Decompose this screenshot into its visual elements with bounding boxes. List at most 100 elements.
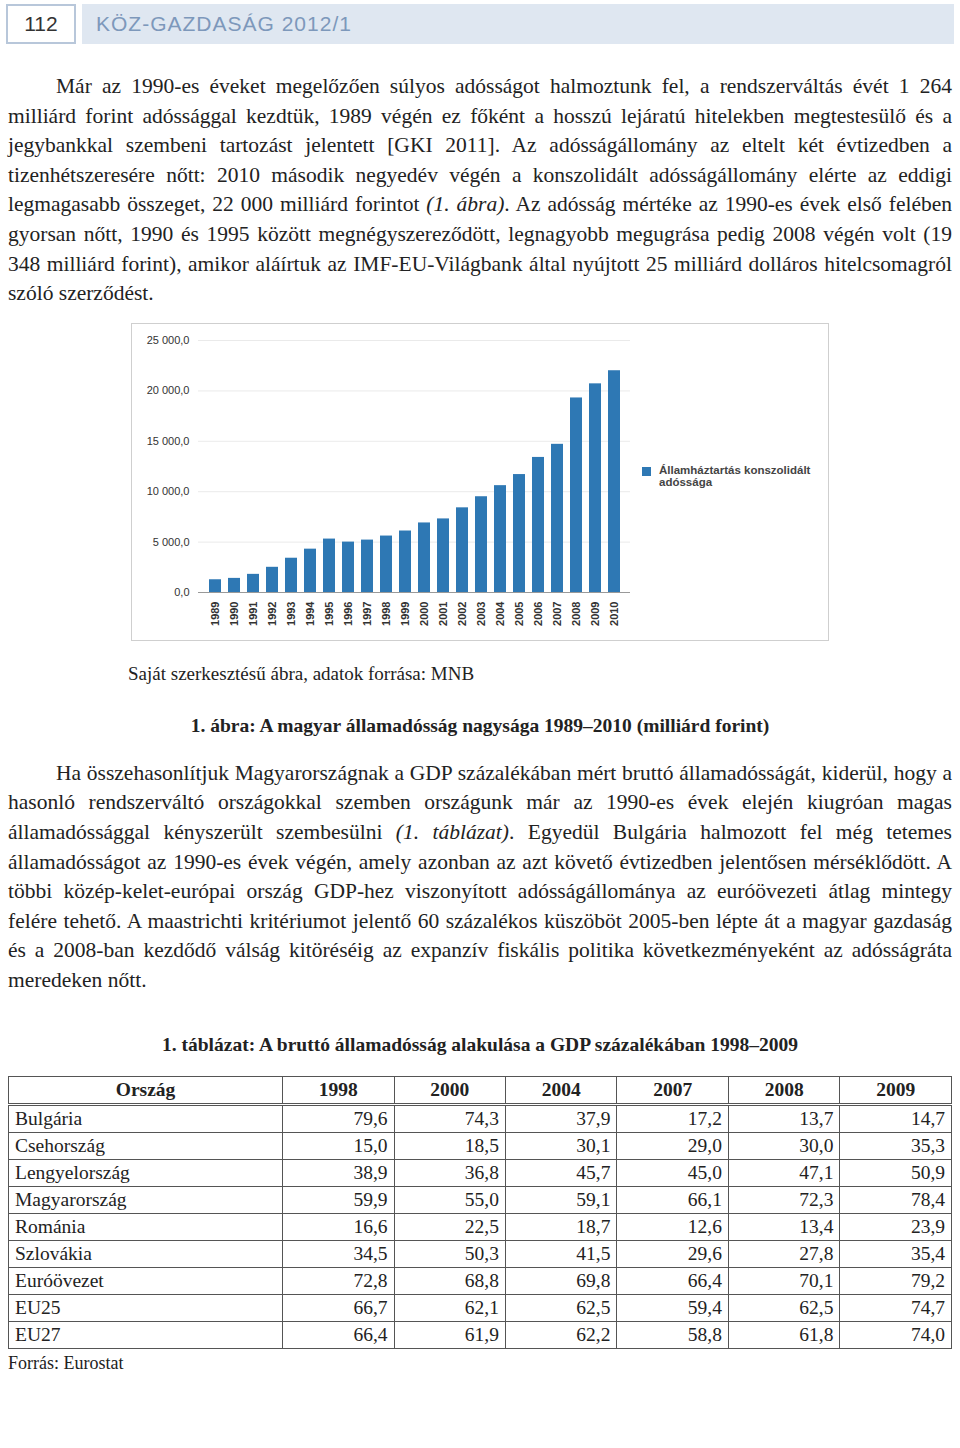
html-text:Szlovákia: Szlovákia — [15, 1242, 92, 1264]
svg-text:1995: 1995 — [323, 601, 335, 625]
svg-text:1991: 1991 — [247, 601, 259, 625]
svg-text:25 000,0: 25 000,0 — [147, 334, 190, 346]
svg-text:2010: 2010 — [608, 601, 620, 625]
html-text:16,6: 16,6 — [353, 1215, 388, 1237]
html-text:22,5: 22,5 — [464, 1215, 499, 1237]
html-text:23,9: 23,9 — [910, 1215, 945, 1237]
html-text:Lengyelország: Lengyelország — [15, 1161, 130, 1183]
html-text:36,8: 36,8 — [464, 1161, 499, 1183]
html-text:KÖZ-GAZDASÁG 2012/1: KÖZ-GAZDASÁG 2012/1 — [96, 12, 352, 35]
svg-text:2004: 2004 — [494, 600, 506, 625]
svg-text:2001: 2001 — [437, 601, 449, 625]
html-text:15,0: 15,0 — [353, 1134, 388, 1156]
svg-text:2009: 2009 — [589, 601, 601, 625]
svg-text:1999: 1999 — [399, 601, 411, 625]
html-text:Már az 1990-es éveket megelőző: Már az 1990-es éveket megelőzően súlyos … — [8, 74, 952, 306]
html-text:38,9: 38,9 — [353, 1161, 388, 1183]
svg-text:20 000,0: 20 000,0 — [147, 384, 190, 396]
html-text:35,4: 35,4 — [910, 1242, 945, 1264]
svg-text:1998: 1998 — [380, 601, 392, 625]
html-text:59,4: 59,4 — [687, 1296, 722, 1318]
html-text:79,6: 79,6 — [353, 1107, 388, 1129]
svg-text:1992: 1992 — [266, 601, 278, 625]
html-text:Bulgária: Bulgária — [15, 1107, 83, 1129]
html-text:79,2: 79,2 — [910, 1269, 945, 1291]
html-text:1. ábra: A magyar államadósság: 1. ábra: A magyar államadósság nagysága … — [190, 714, 770, 736]
html-text:1. táblázat: A bruttó államadó: 1. táblázat: A bruttó államadósság alaku… — [162, 1033, 798, 1055]
html-text:17,2: 17,2 — [687, 1107, 722, 1129]
html-text:27,8: 27,8 — [799, 1242, 834, 1264]
html-text:74,3: 74,3 — [464, 1107, 499, 1129]
html-text:59,9: 59,9 — [353, 1188, 388, 1210]
svg-text:1996: 1996 — [342, 601, 354, 625]
html-text:Ország: Ország — [115, 1078, 176, 1100]
html-text:EU25: EU25 — [15, 1296, 61, 1318]
svg-text:1997: 1997 — [361, 601, 373, 625]
html-text:EU27: EU27 — [15, 1323, 61, 1345]
html-text:Csehország: Csehország — [15, 1134, 105, 1156]
html-text:Magyarország: Magyarország — [15, 1188, 127, 1210]
html-text:50,9: 50,9 — [910, 1161, 945, 1183]
svg-text:1993: 1993 — [285, 601, 297, 625]
html-text:30,1: 30,1 — [576, 1134, 611, 1156]
html-text:62,5: 62,5 — [799, 1296, 834, 1318]
html-text:66,7: 66,7 — [353, 1296, 388, 1318]
html-text:66,4: 66,4 — [687, 1269, 722, 1291]
html-text:30,0: 30,0 — [799, 1134, 834, 1156]
html-text:62,1: 62,1 — [464, 1296, 499, 1318]
svg-text:1989: 1989 — [209, 601, 221, 625]
html-text:69,8: 69,8 — [576, 1269, 611, 1291]
html-text:78,4: 78,4 — [910, 1188, 945, 1210]
svg-text:10 000,0: 10 000,0 — [147, 485, 190, 497]
html-text:29,6: 29,6 — [687, 1242, 722, 1264]
html-text:Ha összehasonlítjuk Magyarorsz: Ha összehasonlítjuk Magyarországnak a GD… — [8, 760, 952, 992]
html-text:47,1: 47,1 — [799, 1161, 834, 1183]
html-text:70,1: 70,1 — [799, 1269, 834, 1291]
svg-text:2003: 2003 — [475, 601, 487, 625]
html-text:35,3: 35,3 — [910, 1134, 945, 1156]
html-text:45,7: 45,7 — [576, 1161, 611, 1183]
svg-text:5 000,0: 5 000,0 — [153, 535, 190, 547]
html-text:29,0: 29,0 — [687, 1134, 722, 1156]
html-text:Euróövezet: Euróövezet — [15, 1269, 104, 1291]
svg-text:2005: 2005 — [513, 601, 525, 625]
html-text:18,5: 18,5 — [464, 1134, 499, 1156]
html-text:18,7: 18,7 — [576, 1215, 611, 1237]
svg-text:2006: 2006 — [532, 601, 544, 625]
html-text:66,1: 66,1 — [687, 1188, 722, 1210]
html-text:68,8: 68,8 — [464, 1269, 499, 1291]
html-text:72,3: 72,3 — [799, 1188, 834, 1210]
html-text:Románia: Románia — [15, 1215, 86, 1237]
svg-text:2007: 2007 — [551, 601, 563, 625]
html-text:59,1: 59,1 — [576, 1188, 611, 1210]
html-text:2009: 2009 — [876, 1078, 916, 1100]
html-text:13,4: 13,4 — [799, 1215, 834, 1237]
html-text:55,0: 55,0 — [464, 1188, 499, 1210]
html-text:12,6: 12,6 — [687, 1215, 722, 1237]
html-text:72,8: 72,8 — [353, 1269, 388, 1291]
html-text:112: 112 — [24, 12, 58, 35]
html-text:2004: 2004 — [541, 1078, 581, 1100]
html-text:37,9: 37,9 — [576, 1107, 611, 1129]
html-text:41,5: 41,5 — [576, 1242, 611, 1264]
html-text:50,3: 50,3 — [464, 1242, 499, 1264]
svg-text:1990: 1990 — [228, 601, 240, 625]
html-text:14,7: 14,7 — [910, 1107, 945, 1129]
svg-text:1994: 1994 — [304, 600, 316, 625]
html-text:2008: 2008 — [764, 1078, 804, 1100]
html-text:13,7: 13,7 — [799, 1107, 834, 1129]
html-text:2000: 2000 — [430, 1078, 470, 1100]
svg-text:2008: 2008 — [570, 601, 582, 625]
html-text:74,7: 74,7 — [910, 1296, 945, 1318]
html-text:Saját szerkesztésű ábra, adato: Saját szerkesztésű ábra, adatok forrása:… — [128, 662, 475, 684]
svg-text:0,0: 0,0 — [174, 586, 189, 598]
svg-text:2000: 2000 — [418, 601, 430, 625]
svg-text:15 000,0: 15 000,0 — [147, 435, 190, 447]
html-text:62,5: 62,5 — [576, 1296, 611, 1318]
html-text:45,0: 45,0 — [687, 1161, 722, 1183]
html-text:1998: 1998 — [318, 1078, 358, 1100]
html-text:Államháztartás konszolidált ad: Államháztartás konszolidált adóssága — [659, 463, 811, 488]
html-text:34,5: 34,5 — [353, 1242, 388, 1264]
svg-text:2002: 2002 — [456, 601, 468, 625]
html-text:2007: 2007 — [653, 1078, 693, 1100]
